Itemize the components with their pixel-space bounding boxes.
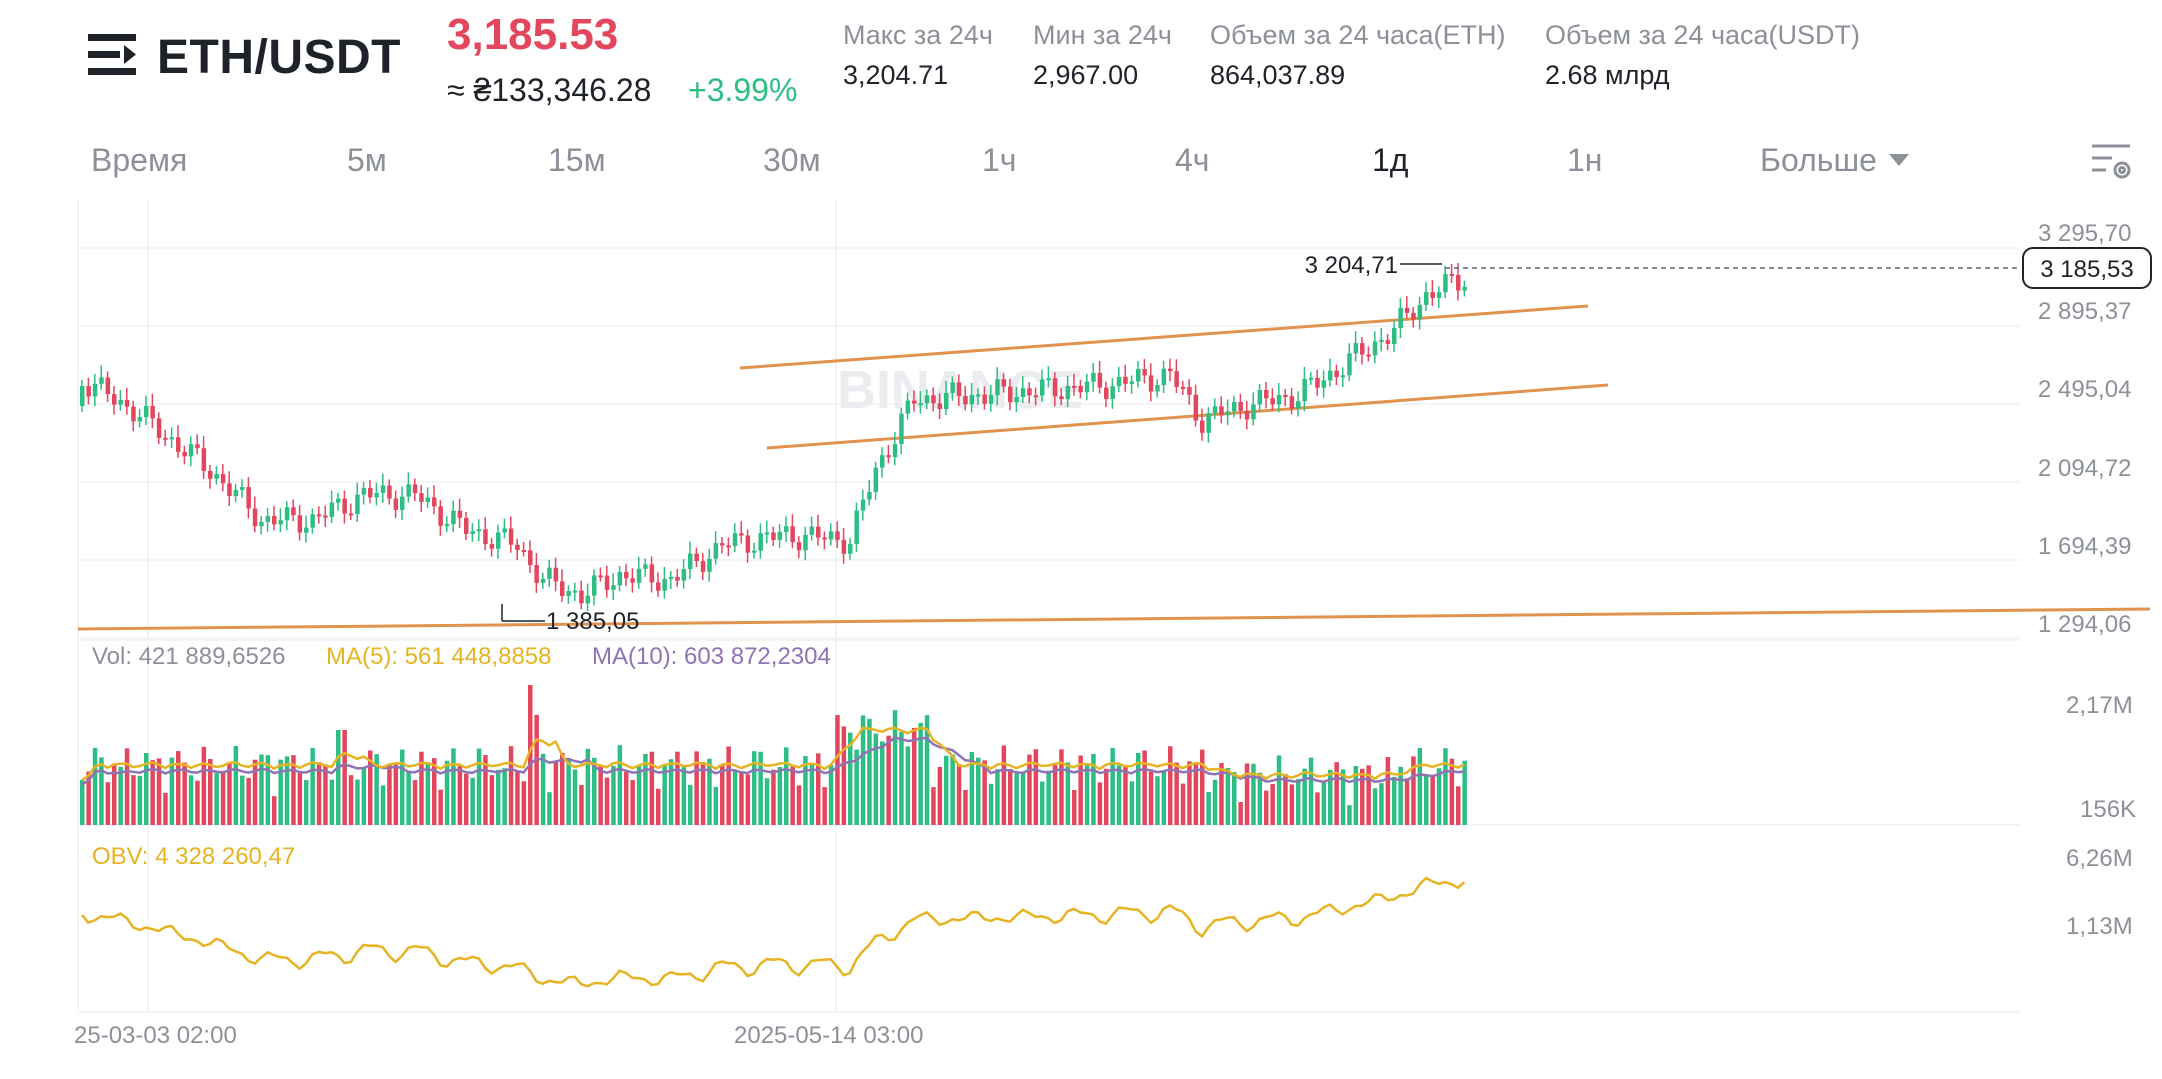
trend-lines xyxy=(77,304,2151,631)
tab-30m[interactable]: 30м xyxy=(763,142,821,178)
obv-label: OBV: 4 328 260,47 xyxy=(92,843,295,870)
approx-price: ≈ ₴133,346.28 xyxy=(447,72,652,108)
stat-high-label: Макс за 24ч xyxy=(843,20,993,50)
time-tick: 25-03-03 02:00 xyxy=(74,1022,237,1049)
menu-icon[interactable] xyxy=(88,32,136,78)
price-tick: 1 694,39 xyxy=(2038,533,2131,560)
volume-ma5-label: MA(5): 561 448,8858 xyxy=(326,643,551,670)
channel-upper-line xyxy=(739,304,1589,370)
price-change-pct: +3.99% xyxy=(688,72,798,108)
stat-high-value: 3,204.71 xyxy=(843,60,949,90)
high-annotation: 3 204,71 xyxy=(1305,252,1398,279)
obv-tick: 6,26M xyxy=(2066,845,2133,872)
tab-15m[interactable]: 15м xyxy=(548,142,606,178)
price-tick: 2 094,72 xyxy=(2038,455,2131,482)
last-price: 3,185.53 xyxy=(447,10,619,59)
channel-lower-line xyxy=(766,383,1609,450)
support-line xyxy=(77,607,2151,631)
tab-5m[interactable]: 5м xyxy=(347,142,387,178)
stat-vol-eth-value: 864,037.89 xyxy=(1210,60,1346,90)
caret-down-icon xyxy=(1888,153,1909,166)
low-annotation: 1 385,05 xyxy=(546,608,639,635)
price-tick: 1 294,06 xyxy=(2038,611,2131,638)
tab-4h[interactable]: 4ч xyxy=(1175,142,1210,178)
stat-vol-usdt-value: 2.68 млрд xyxy=(1545,60,1670,90)
tab-time[interactable]: Время xyxy=(91,142,188,178)
price-tick: 2 495,04 xyxy=(2038,376,2131,403)
stat-low-label: Мин за 24ч xyxy=(1033,20,1172,50)
stat-vol-usdt-label: Объем за 24 часа(USDT) xyxy=(1545,20,1861,50)
time-tick: 2025-05-14 03:00 xyxy=(734,1022,924,1049)
tab-1h[interactable]: 1ч xyxy=(982,142,1017,178)
volume-tick: 2,17M xyxy=(2066,692,2133,719)
tab-1w[interactable]: 1н xyxy=(1567,142,1603,178)
obv-tick: 1,13M xyxy=(2066,913,2133,940)
obv-line xyxy=(81,876,1466,988)
volume-ma5-line xyxy=(81,726,1465,782)
volume-tick: 156K xyxy=(2080,796,2136,823)
tab-more[interactable]: Больше xyxy=(1760,142,1909,179)
tab-more-label: Больше xyxy=(1760,142,1877,178)
current-price-label: 3 185,53 xyxy=(2040,256,2133,283)
stat-low-value: 2,967.00 xyxy=(1033,60,1139,90)
volume-ma10-label: MA(10): 603 872,2304 xyxy=(592,643,831,670)
chart-settings-icon[interactable] xyxy=(2090,140,2134,184)
stat-vol-eth-label: Объем за 24 часа(ETH) xyxy=(1210,20,1506,50)
volume-label: Vol: 421 889,6526 xyxy=(92,643,286,670)
trading-pair[interactable]: ETH/USDT xyxy=(157,31,401,84)
tab-1d[interactable]: 1д xyxy=(1372,142,1409,178)
price-tick: 2 895,37 xyxy=(2038,298,2131,325)
price-tick: 3 295,70 xyxy=(2038,220,2131,247)
current-price-box xyxy=(2022,247,2152,289)
